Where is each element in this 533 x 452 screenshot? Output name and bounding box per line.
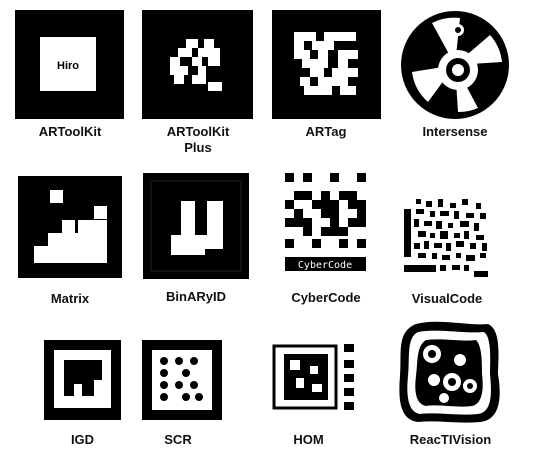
hom-label: HOM [293, 432, 324, 447]
reactivision-marker [399, 321, 500, 423]
artoolkit-plus-label-line1: ARToolKit [166, 124, 230, 139]
artoolkit-plus-marker [142, 10, 253, 119]
artag-marker [272, 10, 381, 119]
cybercode-marker: CyberCode [285, 173, 366, 271]
visualcode-label: VisualCode [411, 291, 483, 306]
intersense-label: Intersense [422, 124, 488, 139]
binaryid-marker [143, 173, 249, 279]
artag-label: ARTag [305, 124, 347, 139]
scr-marker [142, 340, 222, 420]
hiro-text: Hiro [57, 60, 79, 72]
artoolkit-label: ARToolKit [38, 124, 102, 139]
visualcode-marker [404, 199, 488, 277]
reactivision-label: ReacTIVision [409, 432, 492, 447]
cybercode-label: CyberCode [291, 290, 361, 305]
artoolkit-plus-label: ARToolKit Plus [138, 124, 258, 156]
scr-label: SCR [164, 432, 192, 447]
hom-marker [272, 344, 354, 410]
artoolkit-marker: Hiro [15, 10, 124, 119]
artoolkit-plus-label-line2: Plus [184, 140, 212, 155]
matrix-marker [18, 176, 122, 278]
intersense-marker [401, 11, 509, 119]
matrix-label: Matrix [50, 291, 90, 306]
igd-marker [44, 340, 121, 420]
binaryid-label: BinARyID [166, 289, 226, 304]
cybercode-inner-text: CyberCode [298, 260, 352, 271]
igd-label: IGD [70, 432, 95, 447]
